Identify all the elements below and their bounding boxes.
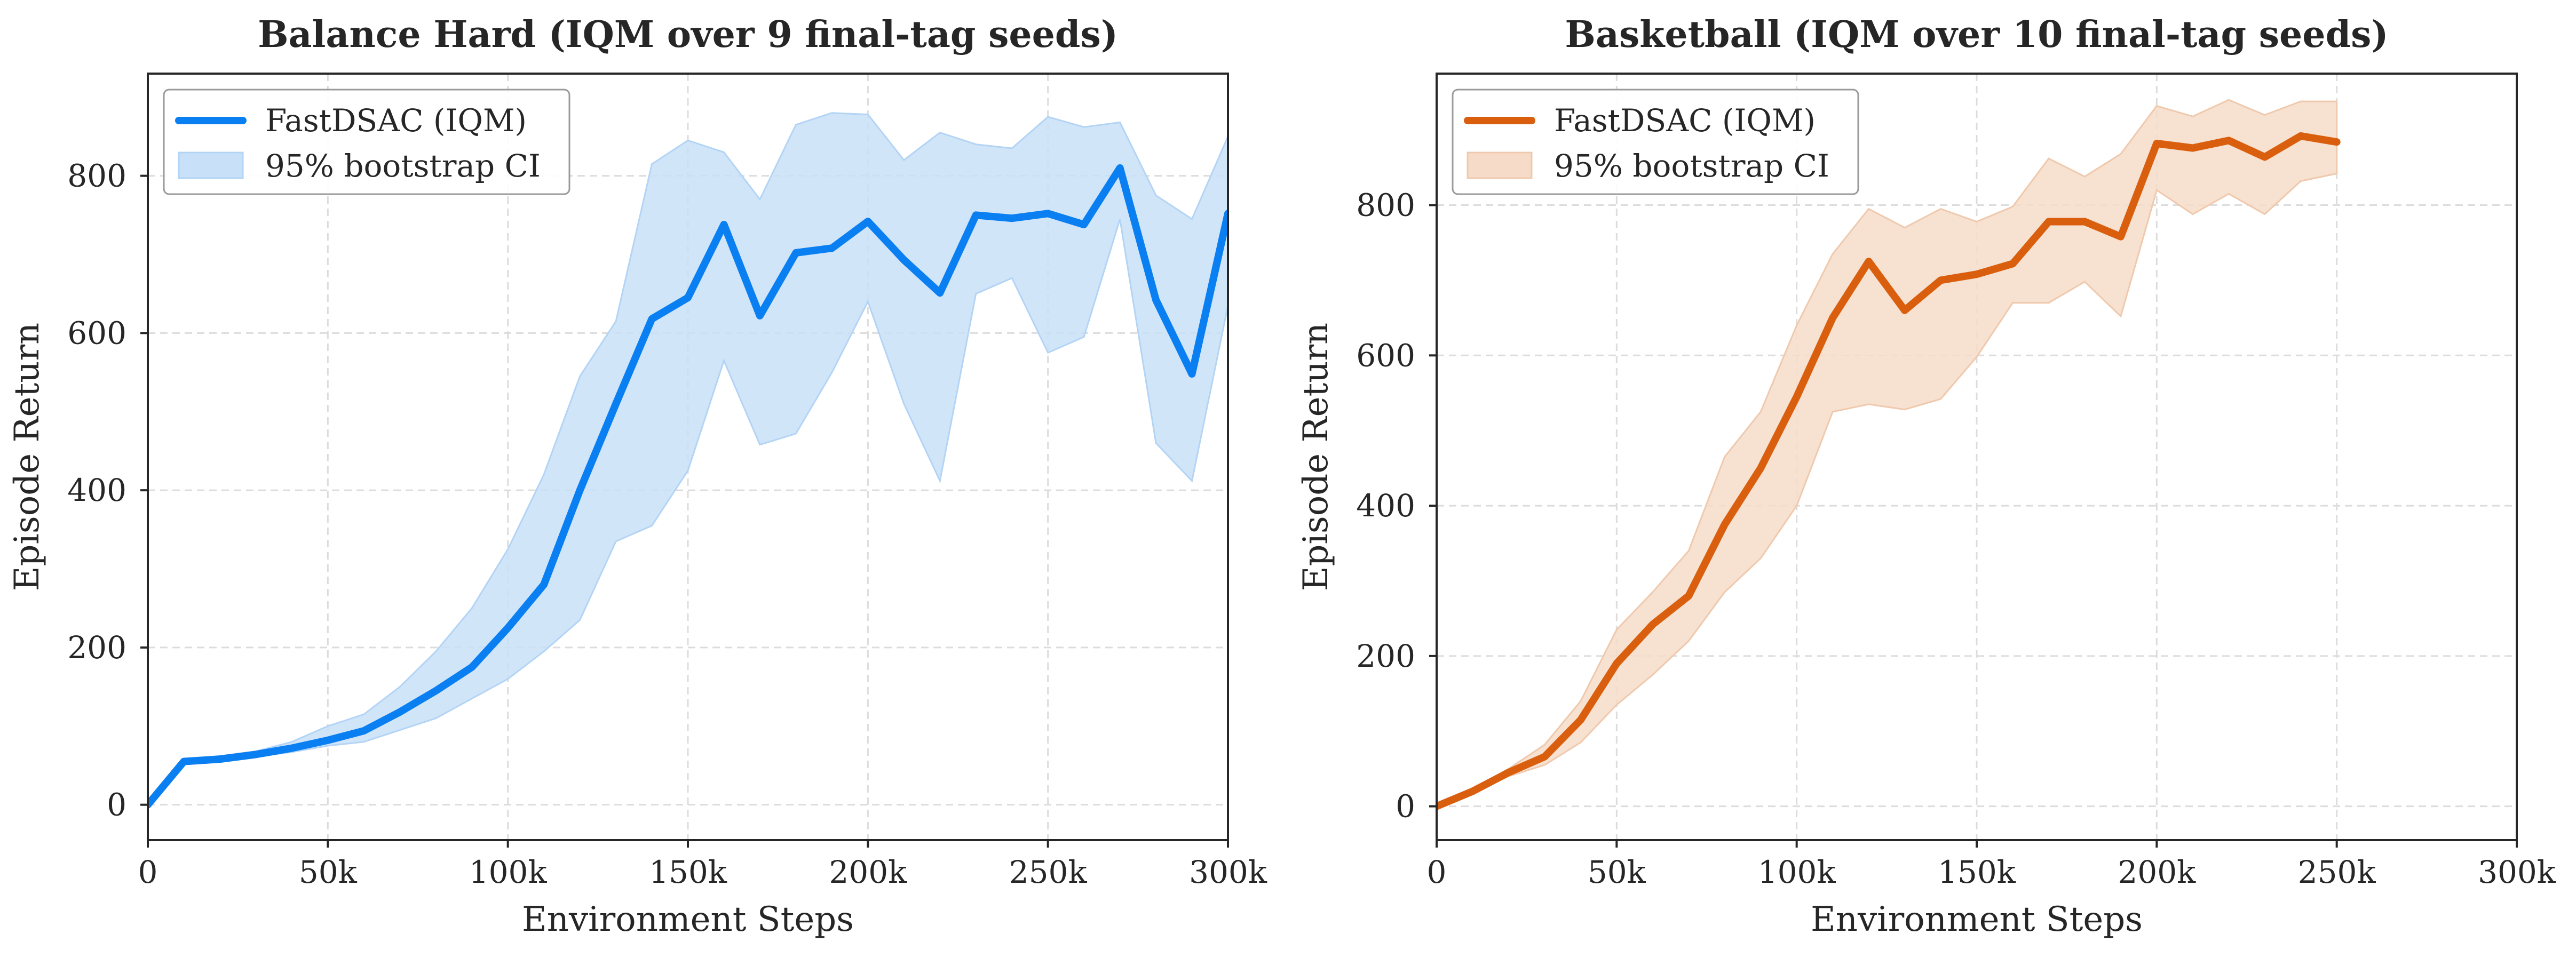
- y-tick-label: 0: [1396, 788, 1415, 825]
- y-tick-label: 400: [67, 472, 126, 508]
- y-tick-label: 800: [1356, 187, 1415, 223]
- ci-band: [1437, 99, 2338, 808]
- chart-title: Basketball (IQM over 10 final-tag seeds): [1565, 13, 2388, 56]
- x-axis-label: Environment Steps: [1811, 900, 2143, 939]
- x-tick-label: 200k: [829, 854, 907, 890]
- y-tick-label: 0: [107, 787, 126, 823]
- y-axis-label: Episode Return: [7, 323, 47, 592]
- y-axis-label: Episode Return: [1296, 323, 1336, 592]
- plot-area: [148, 112, 1228, 809]
- x-tick-label: 300k: [2478, 854, 2556, 890]
- y-tick-label: 400: [1356, 488, 1415, 524]
- x-tick-label: 100k: [1758, 854, 1836, 890]
- y-tick-label: 200: [67, 629, 126, 666]
- chart-panel-1: 0 50k 100k 150k 200k 250k 300k 0 200 400 600 800 Bal…: [7, 13, 1267, 939]
- x-tick-label: 0: [1427, 854, 1447, 890]
- x-tick-label: 0: [138, 854, 158, 890]
- ci-band: [148, 112, 1228, 805]
- legend: FastDSAC (IQM) 95% bootstrap CI: [163, 89, 570, 195]
- y-tick-label: 600: [67, 315, 126, 351]
- x-tick-label: 50k: [1588, 854, 1646, 890]
- x-tick-label: 150k: [1938, 854, 2016, 890]
- x-tick-label: 300k: [1189, 854, 1267, 890]
- x-tick-label: 200k: [2118, 854, 2196, 890]
- chart-panel-2: 0 50k 100k 150k 200k 250k 300k 0 200 400 600 800 Bas…: [1296, 13, 2556, 939]
- x-tick-label: 250k: [1009, 854, 1088, 890]
- chart-title: Balance Hard (IQM over 9 final-tag seeds…: [258, 13, 1118, 56]
- x-tick-label: 100k: [469, 854, 548, 890]
- x-tick-label: 250k: [2298, 854, 2376, 890]
- legend-label-iqm: FastDSAC (IQM): [1554, 102, 1816, 139]
- iqm-line: [148, 164, 1228, 809]
- x-tick-label: 50k: [299, 854, 358, 890]
- legend-label-ci: 95% bootstrap CI: [1554, 148, 1829, 184]
- y-tick-label: 600: [1356, 337, 1415, 373]
- plot-area: [1437, 99, 2341, 810]
- y-tick-label: 200: [1356, 638, 1415, 674]
- x-tick-label: 150k: [649, 854, 727, 890]
- iqm-line: [1437, 132, 2341, 810]
- legend-band-swatch: [178, 151, 244, 179]
- legend-box: [1452, 89, 1859, 195]
- legend-label-iqm: FastDSAC (IQM): [265, 102, 527, 139]
- legend: FastDSAC (IQM) 95% bootstrap CI: [1452, 89, 1859, 195]
- legend-band-swatch: [1467, 151, 1533, 179]
- legend-label-ci: 95% bootstrap CI: [265, 148, 541, 184]
- legend-box: [163, 89, 570, 195]
- y-tick-label: 800: [67, 158, 126, 194]
- x-axis-label: Environment Steps: [522, 900, 854, 939]
